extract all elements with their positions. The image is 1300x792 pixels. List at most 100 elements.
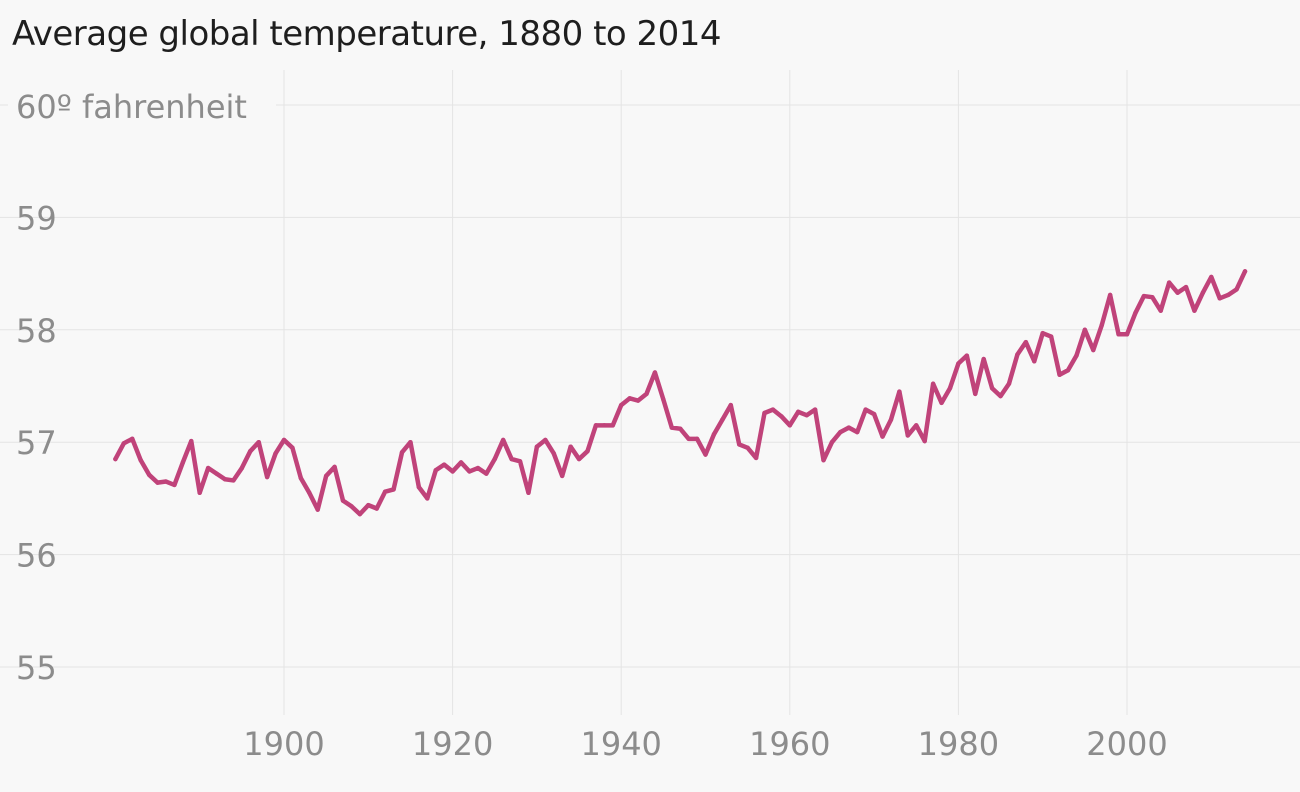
data-point (1183, 284, 1189, 290)
data-point (172, 482, 177, 488)
data-point (1158, 308, 1163, 313)
series-layer (113, 269, 1248, 517)
data-point (686, 436, 691, 442)
data-point (500, 437, 506, 443)
data-point (526, 490, 531, 495)
data-point (340, 498, 346, 503)
data-point (205, 465, 211, 471)
data-point (323, 473, 329, 479)
data-point (138, 457, 143, 463)
y-tick-label: 57 (16, 424, 57, 462)
data-point (888, 417, 894, 422)
data-point (998, 393, 1003, 399)
data-point (307, 490, 312, 495)
data-point (939, 400, 944, 406)
data-point (146, 472, 152, 477)
x-tick-labels: 1900 1920 1940 1960 1980 2000 (243, 725, 1167, 763)
y-axis-unit-label: 60º fahrenheit (16, 88, 247, 126)
data-point (492, 456, 497, 462)
data-point (189, 438, 194, 444)
data-point (239, 465, 245, 471)
data-point (374, 506, 379, 511)
data-point (197, 490, 202, 495)
data-point (290, 445, 295, 451)
data-point (425, 496, 430, 501)
data-point (1048, 334, 1054, 339)
data-point (1015, 352, 1020, 357)
data-point (956, 361, 961, 366)
data-point (180, 460, 186, 465)
x-tick-label: 2000 (1086, 725, 1167, 763)
data-point (703, 452, 708, 457)
data-point (222, 477, 228, 482)
data-point (1124, 332, 1130, 337)
data-point (711, 432, 717, 437)
data-point (737, 442, 742, 447)
data-point (922, 438, 927, 444)
x-tick-label: 1900 (243, 725, 324, 763)
data-point (1175, 290, 1180, 295)
data-point (829, 440, 835, 445)
data-point (694, 436, 700, 442)
data-point (855, 429, 860, 435)
data-point (408, 440, 413, 445)
data-point (753, 455, 759, 461)
data-point (1023, 339, 1029, 345)
data-point (214, 471, 219, 476)
data-point (1234, 287, 1239, 292)
data-point (264, 474, 270, 480)
data-point (543, 437, 548, 443)
data-point (576, 456, 582, 462)
data-point (652, 370, 658, 375)
data-point (382, 489, 388, 494)
data-point (273, 451, 278, 456)
data-point (770, 407, 776, 412)
data-point (728, 402, 733, 408)
data-point (568, 444, 573, 449)
y-tick-label: 55 (16, 649, 57, 687)
data-point (1082, 327, 1088, 332)
data-point (678, 426, 683, 431)
data-point (661, 397, 666, 402)
data-point (669, 425, 674, 430)
data-point (416, 484, 422, 490)
data-point (281, 437, 287, 443)
data-point (821, 457, 826, 463)
data-point (248, 448, 253, 454)
data-point (467, 469, 472, 474)
data-point (349, 504, 354, 509)
data-point (635, 398, 641, 403)
data-point (315, 507, 320, 512)
data-point (551, 451, 556, 456)
data-point (391, 487, 396, 492)
data-point (458, 460, 464, 465)
data-point (897, 389, 902, 394)
data-point (121, 441, 127, 446)
data-point (787, 423, 792, 428)
data-point (981, 356, 986, 362)
data-point (130, 436, 135, 442)
data-point (627, 396, 632, 401)
data-point (762, 410, 767, 416)
data-point (1133, 310, 1138, 316)
data-point (964, 353, 970, 358)
data-point (812, 407, 818, 412)
data-point (155, 480, 160, 485)
data-point (1107, 292, 1113, 298)
data-point (357, 511, 363, 517)
data-point (441, 462, 447, 467)
data-point (1091, 347, 1096, 353)
x-tick-label: 1980 (918, 725, 999, 763)
data-point (1057, 372, 1062, 377)
x-gridlines (283, 70, 1128, 715)
data-point (863, 407, 868, 412)
data-point (796, 409, 801, 415)
data-point (1200, 290, 1206, 295)
data-point (484, 471, 489, 476)
x-tick-label: 1940 (580, 725, 661, 763)
data-point (366, 502, 371, 508)
data-point (1242, 269, 1248, 274)
data-point (585, 448, 590, 454)
data-point (1099, 323, 1104, 328)
data-point (332, 464, 337, 470)
